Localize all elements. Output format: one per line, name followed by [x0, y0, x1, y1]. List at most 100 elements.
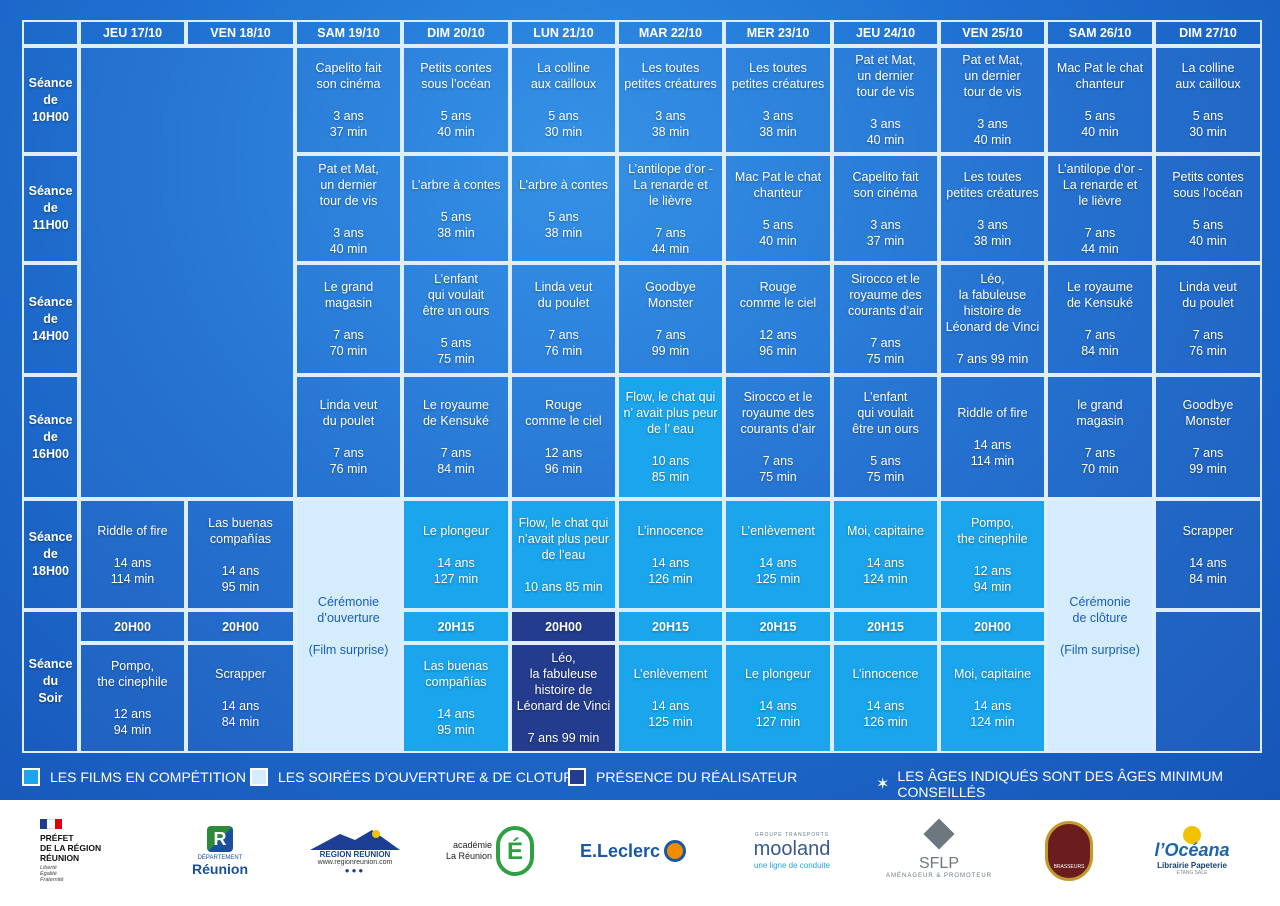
- empty-block: [79, 46, 295, 499]
- film-cell[interactable]: Scrapper 14 ans 84 min: [186, 643, 295, 753]
- film-age-duration: 3 ans 40 min: [973, 117, 1012, 147]
- leclerc-circle-icon: [664, 840, 687, 862]
- film-cell[interactable]: L’enfant qui voulait être un ours 5 ans 7…: [832, 375, 939, 499]
- film-cell[interactable]: Capelito fait son cinéma 3 ans 37 min: [295, 46, 402, 154]
- film-cell[interactable]: le grand magasin 7 ans 70 min: [1046, 375, 1154, 499]
- legend-soirees-label: LES SOIRÉES D’OUVERTURE & DE CLOTURE: [278, 769, 583, 785]
- film-cell[interactable]: Mac Pat le chat chanteur 5 ans 40 min: [724, 154, 832, 263]
- film-cell[interactable]: Las buenas compañías 14 ans 95 min: [402, 643, 510, 753]
- film-age-duration: 14 ans 126 min: [648, 555, 693, 586]
- film-title: L’antilope d’or - La renarde et le lièvr…: [628, 161, 713, 208]
- film-cell[interactable]: Pat et Mat, un dernier tour de vis 3 ans …: [295, 154, 402, 263]
- film-cell[interactable]: Moi, capitaine 14 ans 124 min: [832, 499, 939, 610]
- row-label-s10: Séance de 10H00: [22, 46, 79, 154]
- film-cell[interactable]: Le grand magasin 7 ans 70 min: [295, 263, 402, 375]
- film-cell[interactable]: L’innocence 14 ans 126 min: [832, 643, 939, 753]
- film-age-duration: 3 ans 38 min: [651, 109, 690, 139]
- film-cell[interactable]: Scrapper 14 ans 84 min: [1154, 499, 1262, 610]
- film-cell[interactable]: L’antilope d’or - La renarde et le lièvr…: [617, 154, 724, 263]
- mooland-label: mooland: [753, 838, 831, 860]
- film-cell[interactable]: Petits contes sous l’océan 5 ans 40 min: [1154, 154, 1262, 263]
- region-url: www.regionreunion.com: [317, 858, 393, 866]
- film-cell[interactable]: Le plongeur 14 ans 127 min: [402, 499, 510, 610]
- film-age-duration: 7 ans 84 min: [1081, 328, 1119, 358]
- film-cell[interactable]: Les toutes petites créatures 3 ans 38 min: [617, 46, 724, 154]
- film-age-duration: 3 ans 38 min: [759, 109, 797, 139]
- film-cell[interactable]: Pompo, the cinephile 12 ans 94 min: [939, 499, 1046, 610]
- film-cell[interactable]: Flow, le chat qui n’ avait plus peur de …: [617, 375, 724, 499]
- legend: LES FILMS EN COMPÉTITION LES SOIRÉES D’O…: [0, 768, 1280, 800]
- film-age-duration: 3 ans 38 min: [973, 217, 1012, 248]
- film-cell[interactable]: L’arbre à contes 5 ans 38 min: [402, 154, 510, 263]
- prefet-logo: PRÉFET DE LA RÉGION RÉUNION Liberté Égal…: [40, 816, 150, 886]
- film-title: Capelito fait son cinéma: [315, 61, 382, 91]
- film-cell[interactable]: Capelito fait son cinéma 3 ans 37 min: [832, 154, 939, 263]
- film-cell[interactable]: Sirocco et le royaume des courants d’air…: [724, 375, 832, 499]
- film-cell[interactable]: Léo, la fabuleuse histoire de Léonard de…: [939, 263, 1046, 375]
- film-title: Rouge comme le ciel: [525, 398, 602, 428]
- film-title: Léo, la fabuleuse histoire de Léonard de…: [516, 651, 611, 713]
- film-cell[interactable]: Rouge comme le ciel 12 ans 96 min: [724, 263, 832, 375]
- day-header: JEU 17/10: [79, 20, 186, 46]
- session-time: 20H00: [79, 610, 186, 643]
- film-cell[interactable]: Goodbye Monster 7 ans 99 min: [1154, 375, 1262, 499]
- star-icon: ✶: [876, 776, 890, 793]
- film-cell[interactable]: Sirocco et le royaume des courants d’air…: [832, 263, 939, 375]
- film-age-duration: 7 ans 70 min: [1081, 446, 1119, 476]
- film-age-duration: 5 ans 30 min: [544, 109, 583, 139]
- legend-realisateur: PRÉSENCE DU RÉALISATEUR: [568, 768, 797, 786]
- film-cell[interactable]: Goodbye Monster 7 ans 99 min: [617, 263, 724, 375]
- film-cell[interactable]: Linda veut du poulet 7 ans 76 min: [295, 375, 402, 499]
- film-cell[interactable]: L’innocence 14 ans 126 min: [617, 499, 724, 610]
- mooland-tag: une ligne de conduite: [753, 861, 831, 870]
- film-title: Moi, capitaine: [846, 523, 925, 538]
- film-cell[interactable]: La colline aux cailloux 5 ans 30 min: [510, 46, 617, 154]
- film-age-duration: 7 ans 75 min: [866, 336, 905, 366]
- film-title: Flow, le chat qui n’avait plus peur de l…: [517, 515, 610, 562]
- film-cell[interactable]: Riddle of fire 14 ans 114 min: [939, 375, 1046, 499]
- film-cell[interactable]: Flow, le chat qui n’avait plus peur de l…: [510, 499, 617, 610]
- film-age-duration: 14 ans 95 min: [221, 563, 260, 594]
- film-cell[interactable]: Mac Pat le chat chanteur 5 ans 40 min: [1046, 46, 1154, 154]
- film-age-duration: 14 ans 127 min: [755, 699, 801, 729]
- film-cell[interactable]: Le royaume de Kensuké 7 ans 84 min: [1046, 263, 1154, 375]
- film-age-duration: 12 ans 96 min: [759, 328, 797, 358]
- film-title: Riddle of fire: [957, 406, 1028, 420]
- film-cell[interactable]: Linda veut du poulet 7 ans 76 min: [510, 263, 617, 375]
- film-cell[interactable]: L’antilope d’or - La renarde et le lièvr…: [1046, 154, 1154, 263]
- film-cell[interactable]: L’enfant qui voulait être un ours 5 ans 7…: [402, 263, 510, 375]
- oceana-label: l’Océana: [1154, 840, 1230, 860]
- film-cell[interactable]: Léo, la fabuleuse histoire de Léonard de…: [510, 643, 617, 753]
- film-cell[interactable]: La colline aux cailloux 5 ans 30 min: [1154, 46, 1262, 154]
- sflp-diamond-icon: [923, 818, 955, 850]
- film-cell[interactable]: L’enlèvement 14 ans 125 min: [724, 499, 832, 610]
- legend-soirees: LES SOIRÉES D’OUVERTURE & DE CLOTURE: [250, 768, 583, 786]
- ceremony-opening[interactable]: Cérémonie d’ouverture (Film surprise): [295, 499, 402, 753]
- film-cell[interactable]: L’arbre à contes 5 ans 38 min: [510, 154, 617, 263]
- film-cell[interactable]: Linda veut du poulet 7 ans 76 min: [1154, 263, 1262, 375]
- film-cell[interactable]: Rouge comme le ciel 12 ans 96 min: [510, 375, 617, 499]
- film-cell[interactable]: Le plongeur 14 ans 127 min: [724, 643, 832, 753]
- day-header: MAR 22/10: [617, 20, 724, 46]
- film-cell[interactable]: Pompo, the cinephile 12 ans 94 min: [79, 643, 186, 753]
- film-cell[interactable]: Riddle of fire 14 ans 114 min: [79, 499, 186, 610]
- film-cell[interactable]: Pat et Mat, un dernier tour de vis 3 ans …: [939, 46, 1046, 154]
- day-header: VEN 18/10: [186, 20, 295, 46]
- film-cell[interactable]: Le royaume de Kensuké 7 ans 84 min: [402, 375, 510, 499]
- ceremony-closing[interactable]: Cérémonie de clôture (Film surprise): [1046, 499, 1154, 753]
- film-title: L’enlèvement: [633, 667, 708, 681]
- film-cell[interactable]: Las buenas compañías 14 ans 95 min: [186, 499, 295, 610]
- film-cell[interactable]: Pat et Mat, un dernier tour de vis 3 ans …: [832, 46, 939, 154]
- film-title: Les toutes petites créatures: [946, 169, 1039, 200]
- film-title: Petits contes sous l’océan: [1172, 169, 1244, 200]
- film-cell[interactable]: Petits contes sous l’océan 5 ans 40 min: [402, 46, 510, 154]
- departement-label: Réunion: [192, 860, 248, 877]
- film-cell[interactable]: Moi, capitaine 14 ans 124 min: [939, 643, 1046, 753]
- film-age-duration: 5 ans 30 min: [1189, 109, 1227, 139]
- film-cell[interactable]: L’enlèvement 14 ans 125 min: [617, 643, 724, 753]
- prefet-motto: Liberté Égalité Fraternité: [40, 865, 64, 883]
- film-cell[interactable]: Les toutes petites créatures 3 ans 38 min: [939, 154, 1046, 263]
- film-age-duration: 14 ans 125 min: [648, 699, 693, 729]
- film-cell[interactable]: Les toutes petites créatures 3 ans 38 min: [724, 46, 832, 154]
- row-label-s18: Séance de 18H00: [22, 499, 79, 610]
